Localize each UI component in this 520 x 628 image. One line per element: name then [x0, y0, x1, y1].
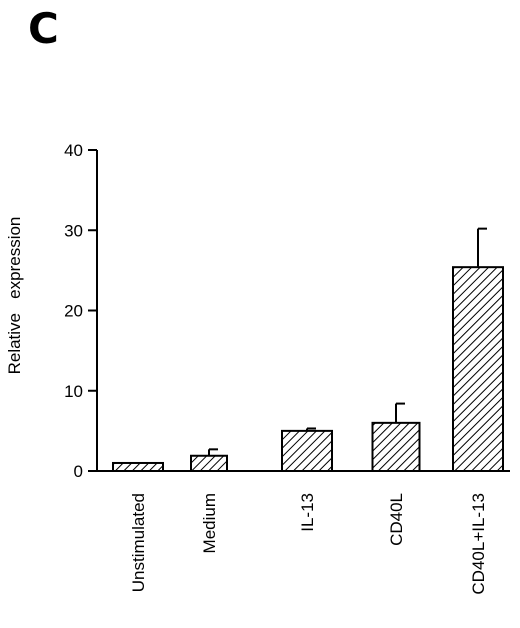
bar [452, 266, 504, 473]
labels: 0 10 20 30 40 Relative expression Unstimulated… [5, 141, 488, 595]
axes [88, 149, 510, 472]
bar [281, 429, 333, 472]
y-axis-label: Relative expression [5, 217, 24, 375]
y-tick-label: 30 [64, 221, 83, 240]
y-tick-label: 10 [64, 382, 83, 401]
panel-label: C [28, 4, 59, 53]
y-tick-label: 0 [74, 462, 83, 481]
bar [112, 461, 164, 473]
category-label: IL-13 [298, 493, 317, 532]
category-label: CD40L [387, 493, 406, 546]
y-tick-label: 40 [64, 141, 83, 160]
y-tick-label: 20 [64, 302, 83, 321]
category-label: Medium [200, 493, 219, 553]
bar [371, 421, 421, 473]
bar [190, 454, 228, 473]
bars [112, 227, 504, 473]
category-label: Unstimulated [129, 493, 148, 592]
category-label: CD40L+IL-13 [469, 493, 488, 595]
